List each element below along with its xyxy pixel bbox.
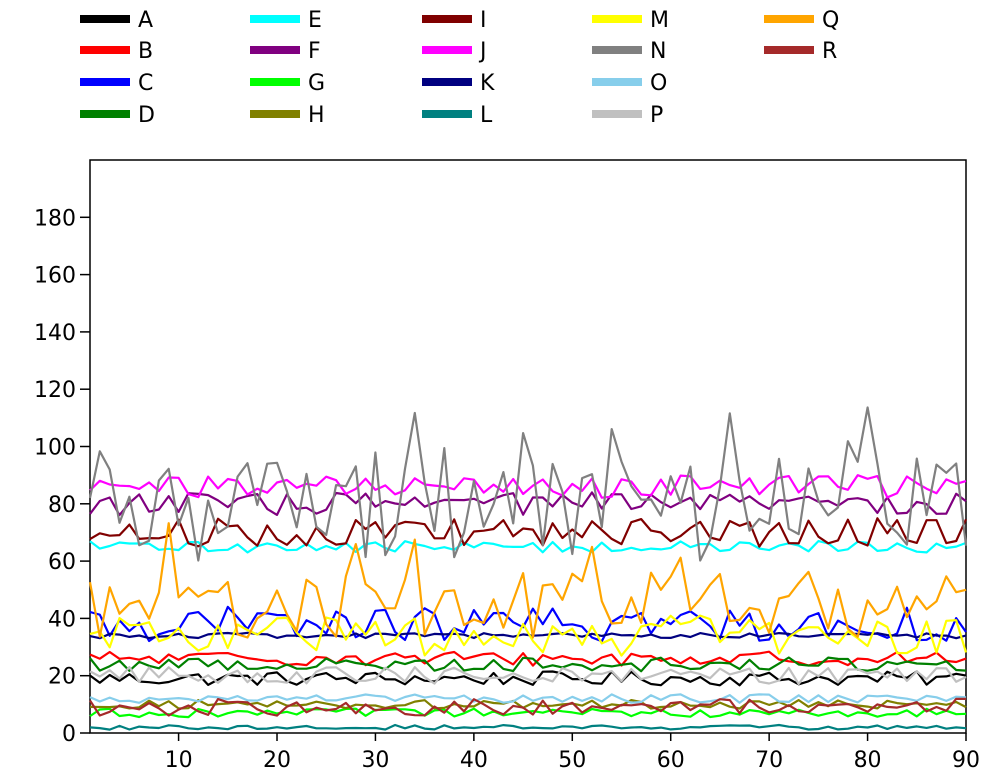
y-tick-label: 100 [34,436,76,461]
legend-item-a: A [80,8,153,33]
legend-label: O [650,71,667,96]
x-tick-label: 40 [460,748,488,773]
legend-item-i: I [422,8,487,33]
legend-label: E [308,8,322,33]
x-tick-label: 80 [854,748,882,773]
series-line-c [89,605,967,643]
x-tick-label: 30 [361,748,389,773]
legend-item-k: K [422,71,495,96]
legend-label: J [478,39,487,64]
legend-item-q: Q [764,8,839,33]
y-tick-label: 60 [48,550,76,575]
series-line-n [88,406,968,562]
y-tick-label: 20 [48,665,76,690]
legend-item-l: L [422,103,493,128]
x-tick-label: 20 [263,748,291,773]
series-line-d [89,656,967,673]
y-tick-label: 180 [34,206,76,231]
series-line-o [89,693,967,704]
legend-label: M [650,8,669,33]
legend-item-r: R [764,39,837,64]
x-tick-label: 70 [755,748,783,773]
legend-item-p: P [592,103,663,128]
series-line-p [89,665,967,686]
y-tick-label: 0 [62,722,76,747]
x-axis: 10 20 30 40 50 60 70 80 90 [165,733,980,773]
series-line-l [89,723,967,731]
legend-item-e: E [250,8,322,33]
y-tick-label: 120 [34,378,76,403]
legend-label: I [480,8,487,33]
plot-frame [89,159,967,734]
legend-item-m: M [592,8,669,33]
legend-label: P [650,103,663,128]
y-axis: 0 20 40 60 80 100 120 140 160 180 [34,206,90,747]
legend-label: B [138,39,153,64]
legend-item-j: J [422,39,487,64]
legend-item-o: O [592,71,667,96]
series-line-b [89,650,967,667]
legend-label: Q [822,8,839,33]
series-line-r [89,697,967,717]
legend-label: F [308,39,321,64]
legend-item-g: G [250,71,325,96]
legend-label: C [138,71,153,96]
x-tick-label: 60 [657,748,685,773]
series-line-q [88,522,967,639]
series-line-a [89,670,967,687]
legend-label: A [138,8,153,33]
legend-label: R [822,39,837,64]
x-tick-label: 90 [952,748,980,773]
legend-label: D [138,103,155,128]
legend-label: G [308,71,325,96]
plot-area [88,159,968,734]
series-line-f [89,491,967,517]
x-tick-label: 10 [165,748,193,773]
legend-item-n: N [592,39,666,64]
legend-item-h: H [250,103,325,128]
legend-item-d: D [80,103,155,128]
y-tick-label: 80 [48,493,76,518]
x-tick-label: 50 [558,748,586,773]
series-line-k [89,631,967,640]
y-tick-label: 140 [34,321,76,346]
series-line-i [89,517,968,548]
series-lines [88,406,968,731]
series-line-j [89,474,967,499]
legend-label: H [308,103,325,128]
legend-item-c: C [80,71,153,96]
legend-label: K [480,71,495,96]
legend-label: L [480,103,493,128]
legend-item-f: F [250,39,321,64]
series-line-e [89,539,967,554]
y-tick-label: 40 [48,607,76,632]
legend-label: N [650,39,666,64]
legend-item-b: B [80,39,153,64]
y-tick-label: 160 [34,264,76,289]
